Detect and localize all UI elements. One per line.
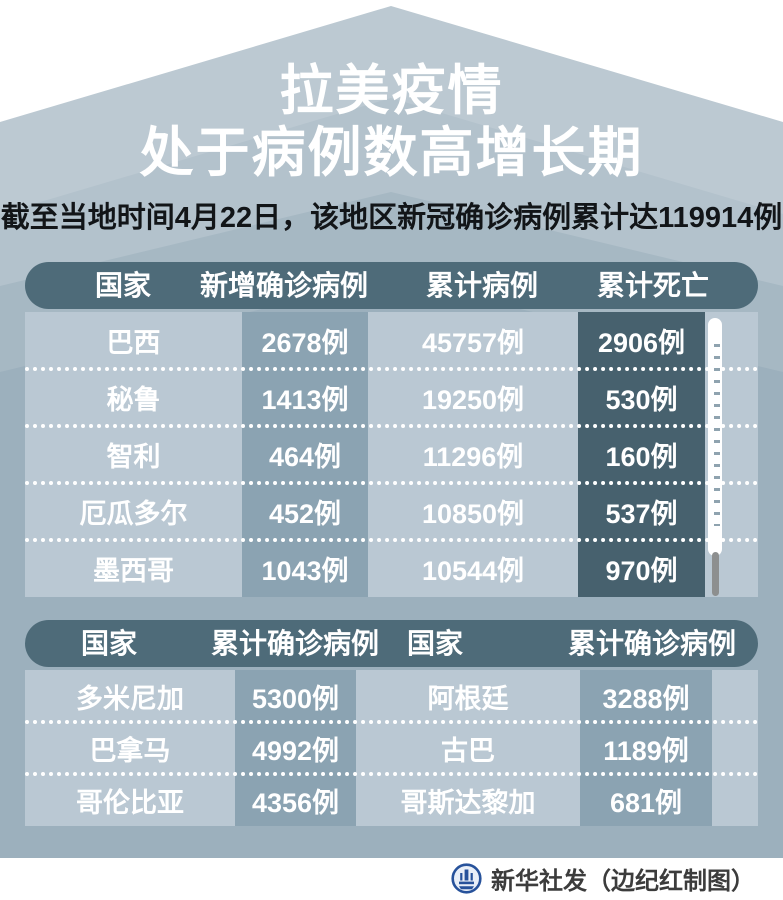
spacer-cell	[712, 774, 758, 826]
thermometer-stem	[711, 552, 719, 596]
total-cases-cell: 3288例	[580, 670, 712, 722]
deaths-cell: 537例	[578, 483, 705, 540]
total-cases-cell: 5300例	[235, 670, 356, 722]
total-cases-cell: 1189例	[580, 722, 712, 774]
total-cases-cell: 19250例	[368, 369, 578, 426]
spacer-cell	[712, 670, 758, 722]
deaths-cell: 530例	[578, 369, 705, 426]
total-cases-cell: 10544例	[368, 540, 578, 597]
table1-body: 巴西 2678例 45757例 2906例 秘鲁 1413例 19250例 53…	[25, 312, 758, 597]
table2-col-country-right: 国家	[406, 628, 464, 659]
table-row: 厄瓜多尔 452例 10850例 537例	[25, 483, 758, 540]
table1-header: 国家 新增确诊病例 累计病例 累计死亡	[25, 262, 758, 309]
table1-col-total-cases: 累计病例	[425, 270, 539, 301]
row-divider	[25, 720, 758, 724]
table2-header: 国家 累计确诊病例 国家 累计确诊病例	[25, 620, 758, 667]
thermometer-icon	[706, 318, 724, 598]
row-divider	[25, 367, 758, 371]
country-cell: 厄瓜多尔	[25, 483, 242, 540]
spacer-cell	[712, 722, 758, 774]
table-row: 哥伦比亚 4356例 哥斯达黎加 681例	[25, 774, 758, 826]
new-cases-cell: 2678例	[242, 312, 368, 369]
country-cell: 墨西哥	[25, 540, 242, 597]
total-cases-cell: 681例	[580, 774, 712, 826]
country-cell: 哥伦比亚	[25, 774, 235, 826]
table-row: 巴西 2678例 45757例 2906例	[25, 312, 758, 369]
subtitle: 截至当地时间4月22日，该地区新冠确诊病例累计达119914例	[0, 202, 783, 234]
deaths-cell: 160例	[578, 426, 705, 483]
total-cases-cell: 10850例	[368, 483, 578, 540]
total-cases-cell: 4992例	[235, 722, 356, 774]
main-title-line2: 处于病例数高增长期	[139, 123, 644, 183]
table1-col-country: 国家	[94, 270, 152, 301]
table1-col-deaths: 累计死亡	[596, 270, 710, 301]
country-cell: 古巴	[356, 722, 580, 774]
footer-credit: 新华社发（边纪红制图）	[451, 860, 755, 896]
new-cases-cell: 1413例	[242, 369, 368, 426]
total-cases-cell: 4356例	[235, 774, 356, 826]
thermometer-ticks	[714, 344, 720, 526]
deaths-cell: 970例	[578, 540, 705, 597]
table-row: 智利 464例 11296例 160例	[25, 426, 758, 483]
country-cell: 哥斯达黎加	[356, 774, 580, 826]
country-cell: 多米尼加	[25, 670, 235, 722]
table-row: 秘鲁 1413例 19250例 530例	[25, 369, 758, 426]
deaths-cell: 2906例	[578, 312, 705, 369]
table2-col-total-left: 累计确诊病例	[210, 628, 380, 659]
credit-text: 新华社发（边纪红制图）	[491, 867, 755, 895]
new-cases-cell: 452例	[242, 483, 368, 540]
total-cases-cell: 45757例	[368, 312, 578, 369]
table1-col-new-cases: 新增确诊病例	[199, 270, 369, 301]
table2-body: 多米尼加 5300例 阿根廷 3288例 巴拿马 4992例 古巴 1189例 …	[25, 670, 758, 826]
row-divider	[25, 772, 758, 776]
country-cell: 秘鲁	[25, 369, 242, 426]
country-cell: 巴拿马	[25, 722, 235, 774]
row-divider	[25, 424, 758, 428]
main-title-line1: 拉美疫情	[279, 61, 504, 121]
new-cases-cell: 464例	[242, 426, 368, 483]
country-cell: 阿根廷	[356, 670, 580, 722]
total-cases-cell: 11296例	[368, 426, 578, 483]
table-row: 墨西哥 1043例 10544例 970例	[25, 540, 758, 597]
country-cell: 智利	[25, 426, 242, 483]
row-divider	[25, 481, 758, 485]
country-cell: 巴西	[25, 312, 242, 369]
table2-col-country-left: 国家	[80, 628, 138, 659]
new-cases-cell: 1043例	[242, 540, 368, 597]
table2-col-total-right: 累计确诊病例	[567, 628, 737, 659]
table-row: 巴拿马 4992例 古巴 1189例	[25, 722, 758, 774]
xinhua-emblem-icon	[451, 862, 482, 894]
table-row: 多米尼加 5300例 阿根廷 3288例	[25, 670, 758, 722]
row-divider	[25, 538, 758, 542]
